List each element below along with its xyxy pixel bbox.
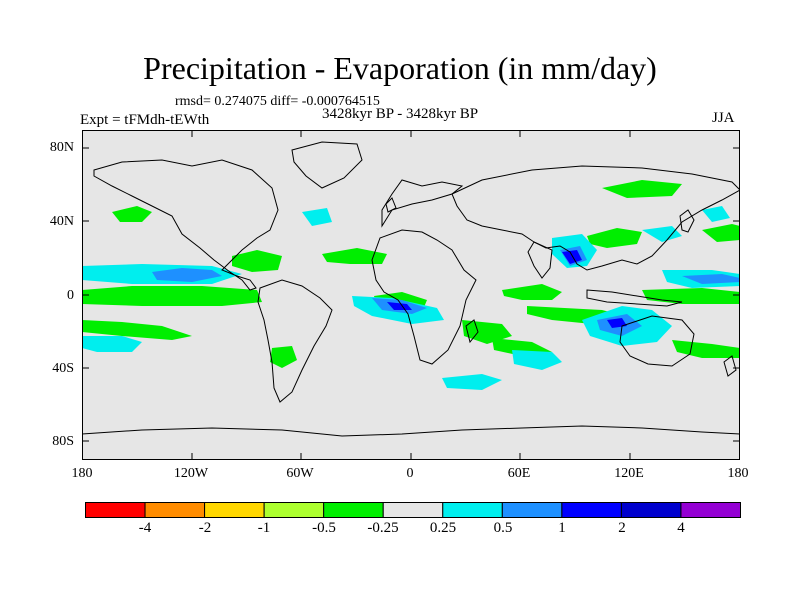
wetting-region [702,206,730,222]
x-tick-label: 60W [286,466,314,481]
y-tick-label: 0 [67,288,74,303]
coastline-australia [619,315,695,367]
colorbar-label: -0.25 [367,520,399,536]
strong-wetting-regions [387,250,627,328]
pe-map [82,130,740,460]
x-tick-label: 180 [727,466,749,481]
drying-region [702,224,740,242]
wetting-region [152,268,222,282]
drying-region [587,228,642,248]
colorbar-box [263,502,325,518]
period-label: 3428kyr BP - 3428kyr BP [322,106,479,122]
coastline-japan [679,209,695,233]
colorbar-label: 2 [618,520,626,536]
axis-ticks [82,130,740,460]
colorbar-label: 1 [558,520,566,536]
drying-region [232,250,282,272]
colorbar-label: 0.25 [429,520,457,536]
colorbar-box [620,502,682,518]
colorbar-label: -2 [198,520,212,536]
coastline-greenland [291,141,363,189]
coastline-africa [371,229,477,365]
drying-region [602,180,682,198]
y-tick-label: 80N [49,140,74,155]
coastline-north-america [93,159,279,291]
colorbar-box [501,502,563,518]
wetting-region [642,226,682,242]
colorbar-box [680,502,741,518]
colorbar-box [85,502,146,518]
coastline-asia [451,165,740,271]
stats-text: rmsd= 0.274075 diff= -0.000764515 [175,94,380,109]
coastline-south-america [257,279,333,403]
colorbar-box [561,502,622,518]
wetting-region [387,302,412,310]
colorbar-label: 4 [677,520,685,536]
coastlines [82,141,740,437]
wetting-region [82,336,142,352]
colorbar-label: -0.5 [312,520,336,536]
chart-title: Precipitation - Evaporation (in mm/day) [143,50,657,86]
x-tick-label: 120E [614,466,644,481]
drying-region [672,340,740,358]
x-tick-label: 120W [173,466,209,481]
colorbar-box [442,502,503,518]
y-tick-label: 80S [52,434,74,449]
coastline-indonesia [586,289,683,307]
wetting-region [302,208,332,226]
coastline-antarctica [82,425,740,437]
wetting-region [562,250,582,264]
wetting-region [682,274,740,284]
colorbar-label: -1 [257,520,271,536]
x-tick-label: 180 [71,466,93,481]
wetting-region [512,350,562,370]
season-label: JJA [712,110,735,126]
coastline-madagascar [465,319,479,344]
colorbar [85,502,741,518]
drying-region [270,346,297,368]
drying-region [82,286,262,306]
drying-region [82,320,192,340]
colorbar-label: -4 [138,520,152,536]
colorbar-box [204,502,265,518]
colorbar-box [144,502,206,518]
coastline-new-zealand [723,355,737,377]
coastline-europe [381,179,464,228]
drying-region [502,284,562,300]
drying-region [462,320,512,344]
colorbar-label: 0.5 [493,520,513,536]
x-tick-label: 60E [507,466,531,481]
y-tick-label: 40S [52,361,74,376]
colorbar-box [382,502,444,518]
wetting-region [442,374,502,390]
coastline-uk [385,197,397,213]
y-tick-label: 40N [49,214,74,229]
moderate-wetting-regions [152,246,740,336]
drying-region [322,248,387,264]
coastline-india [527,241,553,279]
drying-region [112,206,152,222]
colorbar-box [323,502,384,518]
x-tick-label: 0 [406,466,414,481]
experiment-label: Expt = tFMdh-tEWth [80,112,210,128]
